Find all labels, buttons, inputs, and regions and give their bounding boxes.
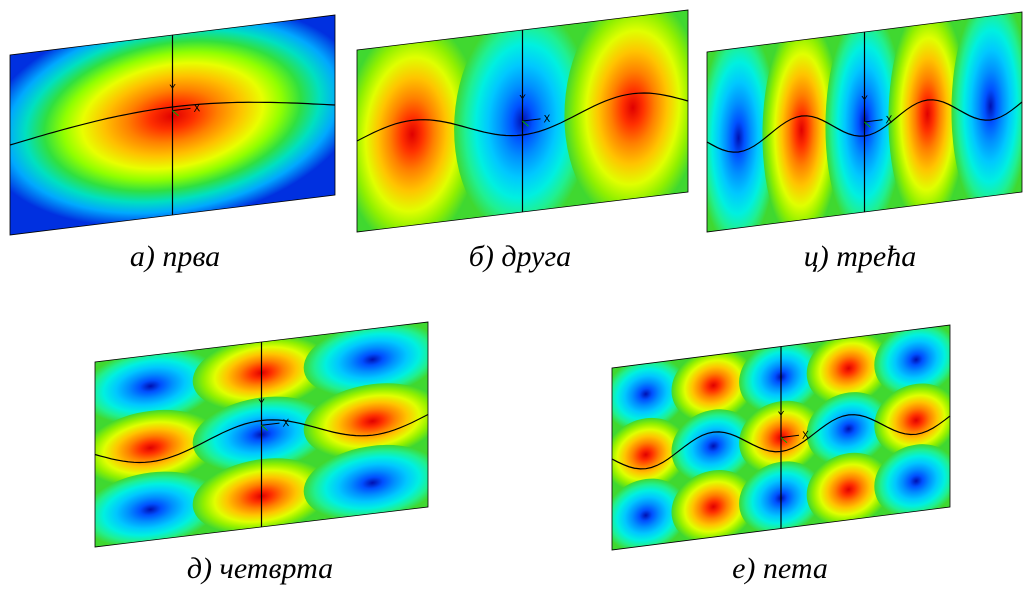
axis-x (781, 434, 799, 439)
lobe (707, 26, 778, 232)
axis-x (172, 107, 191, 112)
axis-x (261, 422, 280, 426)
lobe (762, 18, 841, 232)
axis-label: Y (169, 83, 177, 95)
mode-plot: YX (706, 11, 1023, 233)
lobe (806, 331, 891, 406)
axis-label: Y (258, 398, 266, 410)
lobe (874, 383, 950, 458)
caption: а) прва (130, 240, 220, 273)
axis-label: X (544, 114, 551, 126)
lobe (612, 478, 688, 550)
axis-z (172, 110, 179, 117)
lobe (95, 471, 220, 547)
contour (707, 12, 1022, 232)
axis-z (864, 121, 871, 128)
contour (10, 14, 335, 235)
axis-z (261, 424, 268, 431)
axis-x (522, 118, 541, 122)
lobe (806, 452, 891, 527)
lobe (95, 409, 220, 486)
mode-plot: YX (9, 14, 336, 236)
lobe (303, 383, 428, 460)
lobe (303, 444, 428, 521)
axis-label: Y (777, 410, 785, 422)
lobe (303, 321, 428, 398)
axis-z (780, 437, 788, 444)
axis-z (522, 120, 529, 127)
lobe (806, 392, 891, 466)
axis-label: Y (519, 94, 527, 106)
axis-label: X (886, 114, 893, 126)
caption: д) четврта (187, 552, 333, 585)
mode-plot: YX (611, 324, 951, 551)
mode-plot: YX (94, 321, 429, 548)
mode-plot: YX (356, 9, 689, 233)
caption: б) друга (469, 240, 571, 273)
lobe (357, 21, 481, 232)
lobe (671, 409, 756, 483)
lobe (95, 348, 220, 425)
axis-label: X (802, 430, 809, 442)
lobe (10, 14, 335, 227)
lobe (612, 357, 688, 431)
lobe (671, 348, 756, 423)
axis-label: Y (861, 95, 869, 107)
contour (357, 9, 688, 232)
axis-x (864, 119, 883, 123)
axis-label: X (283, 418, 290, 430)
caption: ц) трећа (804, 240, 916, 273)
lobe (612, 417, 688, 492)
caption: е) пета (732, 552, 828, 585)
lobe (671, 469, 756, 544)
lobe (564, 9, 688, 221)
lobe (874, 444, 950, 518)
lobe (874, 325, 950, 397)
axis-label: X (194, 103, 201, 115)
lobe (951, 12, 1022, 218)
lobe (888, 12, 967, 226)
